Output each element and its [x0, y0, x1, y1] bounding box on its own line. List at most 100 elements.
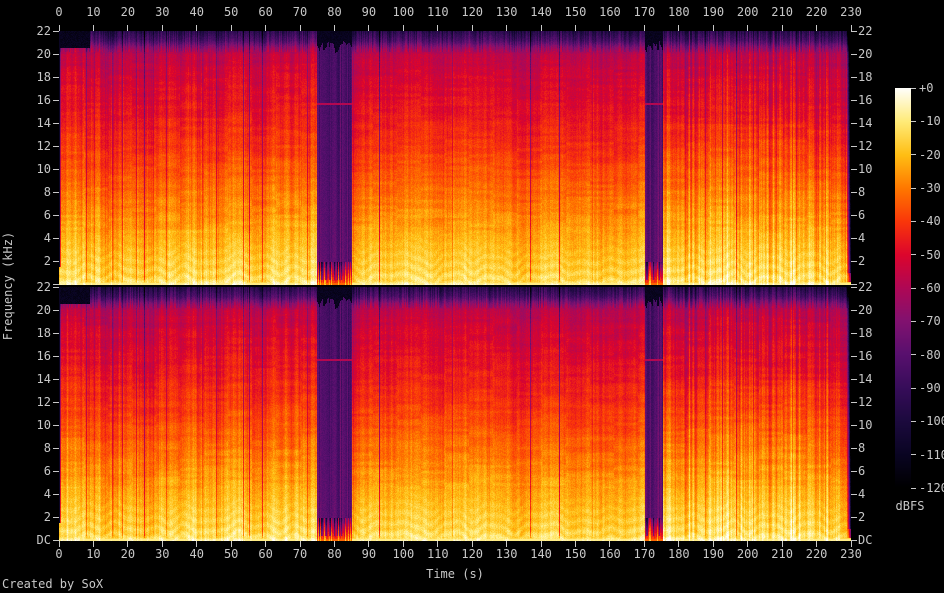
freq-tick-left-ch1 [53, 76, 59, 78]
time-tick-label-bottom: 70 [292, 547, 308, 561]
freq-tick-label-left-ch1: 14 [36, 116, 51, 130]
time-tick-label-bottom: 100 [392, 547, 415, 561]
freq-tick-label-left-ch1: 16 [36, 93, 51, 107]
freq-tick-label-left-ch2: 10 [36, 418, 51, 432]
freq-tick-label-left-ch1: 4 [43, 231, 51, 245]
time-tick-label-bottom: 40 [189, 547, 204, 561]
time-tick-bottom [161, 541, 163, 547]
time-tick-label-bottom: 140 [530, 547, 552, 561]
time-tick-top [609, 25, 611, 31]
freq-tick-label-right-ch2: 10 [858, 418, 873, 432]
time-tick-label-top: 220 [805, 5, 828, 19]
freq-tick-right-ch1 [851, 30, 857, 32]
time-tick-top [230, 25, 232, 31]
colorbar-gradient [895, 88, 911, 488]
time-tick-bottom [506, 541, 508, 547]
time-tick-top [127, 25, 129, 31]
sox-credit: Created by SoX [2, 577, 104, 591]
freq-tick-label-left-ch1: 18 [36, 70, 51, 84]
freq-tick-right-ch2 [851, 493, 857, 495]
time-tick-label-bottom: 170 [633, 547, 656, 561]
time-tick-top [402, 25, 404, 31]
time-tick-bottom [333, 541, 335, 547]
colorbar-tick [911, 454, 916, 456]
colorbar-tick [911, 287, 916, 289]
freq-tick-left-ch1 [53, 237, 59, 239]
freq-tick-label-right-ch2: 14 [858, 372, 873, 386]
time-tick-top [747, 25, 749, 31]
freq-tick-label-right-ch2: 6 [858, 464, 866, 478]
freq-tick-left-ch1 [53, 99, 59, 101]
time-tick-bottom [850, 541, 852, 547]
freq-tick-label-right-ch1: 8 [858, 185, 866, 199]
time-tick-label-top: 210 [771, 5, 793, 19]
freq-tick-right-ch1 [851, 99, 857, 101]
time-tick-bottom [816, 541, 818, 547]
time-tick-top [471, 25, 473, 31]
freq-tick-right-ch2 [851, 424, 857, 426]
freq-tick-label-right-ch1: 6 [858, 208, 866, 222]
freq-tick-label-right-ch2: 20 [858, 303, 873, 317]
freq-tick-label-left-ch2: 18 [36, 326, 51, 340]
colorbar-tick [911, 120, 916, 122]
colorbar-tick-label: -70 [919, 314, 941, 329]
time-tick-top [196, 25, 198, 31]
colorbar-tick-label: -80 [919, 347, 941, 362]
freq-tick-label-right-ch2: 8 [858, 441, 866, 455]
freq-tick-label-left-ch1: 8 [43, 185, 51, 199]
freq-tick-right-ch2 [851, 401, 857, 403]
freq-tick-right-ch1 [851, 191, 857, 193]
time-tick-label-bottom: 20 [120, 547, 136, 561]
time-tick-label-bottom: 220 [805, 547, 828, 561]
time-tick-bottom [402, 541, 404, 547]
colorbar-tick [911, 420, 916, 422]
freq-tick-label-right-ch2: 12 [858, 395, 873, 409]
time-tick-label-top: 80 [327, 5, 342, 19]
time-tick-label-bottom: 190 [702, 547, 725, 561]
time-tick-bottom [540, 541, 542, 547]
time-tick-bottom [230, 541, 232, 547]
freq-tick-label-right-ch2: 22 [858, 280, 873, 294]
freq-tick-label-left-ch2: 14 [36, 372, 51, 386]
time-tick-top [540, 25, 542, 31]
time-tick-label-top: 160 [599, 5, 621, 19]
time-tick-label-top: 230 [840, 5, 862, 19]
freq-tick-left-ch1 [53, 30, 59, 32]
freq-tick-label-left-ch2: 22 [36, 280, 51, 294]
freq-tick-left-ch2 [53, 470, 59, 472]
freq-tick-label-left-ch2: 2 [43, 510, 51, 524]
freq-tick-left-ch2 [53, 286, 59, 288]
time-tick-label-top: 70 [292, 5, 308, 19]
freq-tick-label-right-ch2: 4 [858, 487, 866, 501]
time-tick-label-top: 0 [55, 5, 63, 19]
time-tick-bottom [643, 541, 645, 547]
time-tick-label-top: 130 [495, 5, 518, 19]
freq-tick-label-left-ch1: 10 [36, 162, 51, 176]
freq-tick-label-left-ch1: 20 [36, 47, 51, 61]
time-tick-label-top: 40 [189, 5, 204, 19]
freq-tick-label-left-ch1: 12 [36, 139, 51, 153]
freq-tick-left-ch1 [53, 122, 59, 124]
freq-tick-right-ch2 [851, 286, 857, 288]
freq-tick-label-left-ch2: 8 [43, 441, 51, 455]
freq-tick-right-ch2 [851, 332, 857, 334]
time-tick-bottom [437, 541, 439, 547]
time-tick-label-bottom: 230 [840, 547, 862, 561]
freq-tick-label-left-ch2: 4 [43, 487, 51, 501]
freq-tick-label-right-ch1: 12 [858, 139, 873, 153]
freq-tick-label-left-ch2: 6 [43, 464, 51, 478]
freq-tick-label-left-ch2: 20 [36, 303, 51, 317]
colorbar-tick-label: -90 [919, 381, 941, 395]
time-tick-label-top: 20 [120, 5, 136, 19]
frequency-axis-title: Frequency (kHz) [1, 231, 15, 341]
time-tick-bottom [58, 541, 60, 547]
freq-tick-label-right-ch2: 16 [858, 349, 873, 363]
time-tick-bottom [127, 541, 129, 547]
freq-tick-label-right-ch1: 4 [858, 231, 866, 245]
time-tick-label-top: 60 [258, 5, 273, 19]
time-tick-label-top: 50 [223, 5, 239, 19]
freq-tick-right-ch2 [851, 355, 857, 357]
freq-tick-label-right-ch1: 2 [858, 254, 866, 268]
time-tick-bottom [92, 541, 94, 547]
freq-tick-right-ch1 [851, 122, 857, 124]
